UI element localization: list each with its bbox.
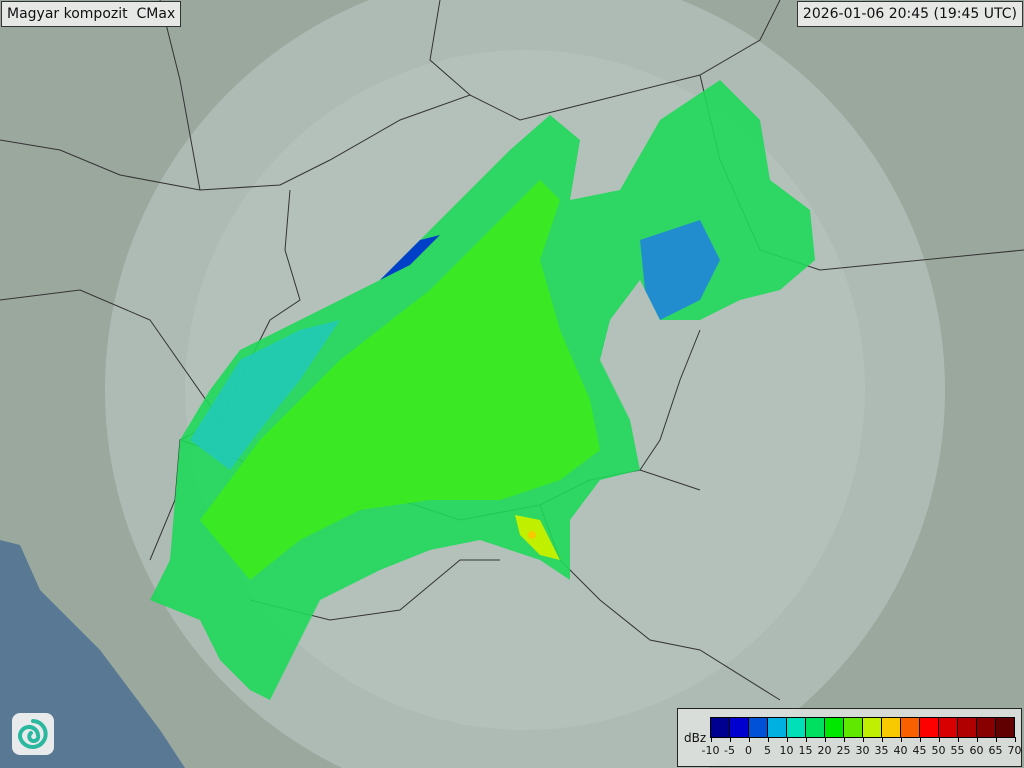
legend-tick	[805, 737, 807, 742]
legend-swatch	[768, 718, 787, 737]
legend-swatch	[920, 718, 939, 737]
legend-tick-label: 60	[969, 744, 984, 757]
echo-core	[200, 180, 600, 580]
dbz-legend: dBz -10 -5 0 5 10 15 20 25 30 35 40 45 50 55 60 65 70	[677, 708, 1022, 767]
legend-tick	[1014, 737, 1016, 742]
legend-tick-label: 30	[855, 744, 870, 757]
echo-light	[190, 320, 340, 470]
legend-unit: dBz	[684, 731, 707, 745]
timestamp: 2026-01-06 20:45 (19:45 UTC)	[796, 1, 1023, 27]
legend-swatch	[749, 718, 768, 737]
legend-tick-label: 45	[912, 744, 927, 757]
legend-tick	[843, 737, 845, 742]
legend-tick	[824, 737, 826, 742]
legend-tick	[881, 737, 883, 742]
echo-peak	[528, 531, 536, 539]
echo-strong	[515, 515, 560, 560]
legend-tick	[957, 737, 959, 742]
legend-swatch	[882, 718, 901, 737]
legend-tick	[729, 737, 731, 742]
legend-swatch	[711, 718, 730, 737]
legend-tick-label: 40	[893, 744, 908, 757]
legend-swatch	[958, 718, 977, 737]
legend-tick	[710, 737, 712, 742]
legend-ticks: -10 -5 0 5 10 15 20 25 30 35 40 45 50 55 60 65 70	[702, 737, 1022, 761]
legend-tick	[900, 737, 902, 742]
legend-tick-label: 55	[950, 744, 965, 757]
legend-tick-label: 70	[1007, 744, 1022, 757]
map-title: Magyar kompozit CMax	[1, 1, 182, 27]
legend-swatch	[806, 718, 825, 737]
legend-tick-label: 20	[817, 744, 832, 757]
radar-echoes	[150, 80, 815, 700]
legend-tick-label: 25	[836, 744, 851, 757]
sea	[0, 540, 185, 768]
legend-tick	[919, 737, 921, 742]
legend-tick	[862, 737, 864, 742]
echo-northeast	[640, 220, 720, 320]
swirl-logo-icon	[12, 713, 54, 755]
legend-tick	[976, 737, 978, 742]
legend-tick-label: 15	[798, 744, 813, 757]
legend-swatch	[730, 718, 749, 737]
legend-swatch	[825, 718, 844, 737]
legend-color-bar	[710, 717, 1015, 738]
legend-tick-label: -10	[701, 744, 720, 757]
legend-tick	[767, 737, 769, 742]
legend-tick-label: 5	[764, 744, 771, 757]
legend-tick	[995, 737, 997, 742]
legend-tick-label: 65	[988, 744, 1003, 757]
legend-swatch	[844, 718, 863, 737]
legend-swatch	[901, 718, 920, 737]
legend-tick-label: 50	[931, 744, 946, 757]
legend-tick-label: 35	[874, 744, 889, 757]
legend-swatch	[996, 718, 1014, 737]
legend-swatch	[787, 718, 806, 737]
legend-swatch	[863, 718, 882, 737]
legend-tick-label: 0	[745, 744, 752, 757]
legend-tick	[748, 737, 750, 742]
echo-weak-edge	[380, 235, 440, 280]
legend-tick-label: 10	[779, 744, 794, 757]
legend-swatch	[939, 718, 958, 737]
legend-tick-label: -5	[724, 744, 735, 757]
legend-swatch	[977, 718, 996, 737]
legend-tick	[938, 737, 940, 742]
legend-tick	[786, 737, 788, 742]
